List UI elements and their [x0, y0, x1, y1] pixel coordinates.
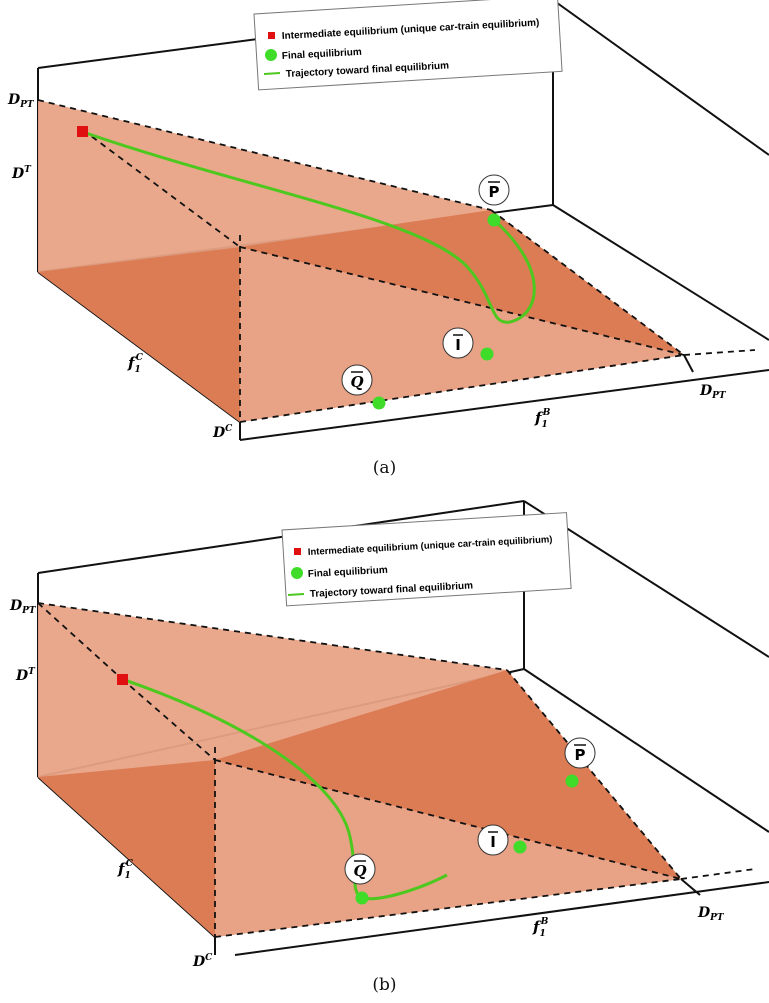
axis-label-fb: f1B — [532, 917, 549, 939]
axis-label-dpt-top: DPT — [9, 598, 37, 616]
intermediate-equilibrium-marker — [77, 126, 88, 137]
upper-region-dark — [240, 210, 684, 355]
point-label-p: P — [489, 183, 500, 201]
axis-label-dc: DC — [212, 424, 233, 441]
axis-label-dpt-top: DPT — [7, 92, 35, 110]
box-floor-front-edge — [234, 881, 769, 956]
label-circle-i — [442, 327, 474, 359]
legend-trajectory-icon — [263, 72, 281, 75]
label-circle-i — [477, 824, 509, 856]
point-label-q: Q — [353, 862, 366, 880]
diagram-a: P I Q Intermediate equilibrium (unique c… — [7, 0, 769, 441]
axis-label-dc: DC — [192, 953, 213, 967]
dashed-extension — [680, 868, 756, 880]
legend: Intermediate equilibrium (unique car-tra… — [281, 512, 572, 607]
trajectory-curve — [121, 677, 448, 901]
box-floor-back-edge — [523, 668, 769, 833]
dashed-extension — [683, 349, 756, 356]
final-equilibrium-p — [487, 213, 501, 227]
dashed-upper-edge — [37, 99, 492, 211]
legend-final-label: Final equilibrium — [308, 565, 389, 580]
dpt-tick — [683, 354, 694, 373]
label-circle-p — [478, 174, 510, 206]
dashed-edges — [37, 99, 756, 423]
legend-intermediate-icon — [268, 32, 275, 39]
trajectory-curve — [82, 130, 536, 324]
point-label-p: P — [575, 746, 586, 764]
dashed-upper-edge — [37, 602, 508, 671]
dashed-diagonal-2 — [214, 759, 682, 880]
axis-label-dt: DT — [15, 667, 36, 684]
axis-label-fc: f1C — [117, 859, 134, 881]
final-equilibrium-i — [480, 347, 494, 361]
box-floor-back-edge — [552, 204, 769, 341]
dashed-diagonal-1 — [121, 678, 216, 761]
label-circle-p — [564, 737, 596, 769]
label-circle-q — [344, 853, 376, 885]
dashed-right-edge — [506, 669, 682, 880]
final-equilibrium-i — [513, 840, 527, 854]
legend-box — [281, 512, 572, 607]
axis-label-fb: f1B — [534, 408, 551, 430]
final-equilibrium-p — [565, 774, 579, 788]
point-label-q: Q — [350, 373, 363, 391]
axis-label-dt: DT — [11, 165, 32, 182]
axis-label-dpt-right: DPT — [699, 383, 727, 401]
box-top-edge — [37, 500, 525, 574]
legend-final-label: Final equilibrium — [282, 47, 363, 62]
panel-b: P I Q Intermediate equilibrium (unique c… — [0, 497, 769, 967]
box-floor-front-edge — [239, 369, 769, 441]
legend-final-icon — [291, 567, 303, 579]
dashed-floor-front — [214, 878, 682, 938]
axis-label-fc: f1C — [127, 353, 144, 375]
upper-region-dark — [215, 670, 681, 879]
legend-box — [253, 0, 563, 91]
label-circle-q — [341, 364, 373, 396]
legend: Intermediate equilibrium (unique car-tra… — [253, 0, 563, 91]
legend-intermediate-icon — [294, 548, 301, 555]
legend-final-icon — [265, 49, 277, 61]
dashed-floor-front — [239, 354, 685, 423]
point-label-i: I — [490, 833, 496, 851]
point-label-i: I — [455, 336, 461, 354]
final-equilibrium-q — [355, 891, 369, 905]
panel-a: P I Q Intermediate equilibrium (unique c… — [0, 0, 769, 462]
dashed-right-edge — [490, 209, 685, 356]
caption-a: (a) — [372, 458, 397, 478]
dashed-edges — [37, 602, 756, 938]
caption-b: (b) — [372, 975, 397, 995]
diagram-b: P I Q Intermediate equilibrium (unique c… — [9, 500, 769, 967]
dpt-tick — [680, 878, 701, 896]
axis-label-dpt-right: DPT — [697, 905, 725, 923]
final-equilibrium-q — [372, 396, 386, 410]
dashed-diagonal-0 — [37, 602, 123, 680]
intermediate-equilibrium-marker — [117, 674, 128, 685]
legend-trajectory-icon — [287, 593, 305, 596]
box-back-right-edge — [552, 0, 769, 156]
